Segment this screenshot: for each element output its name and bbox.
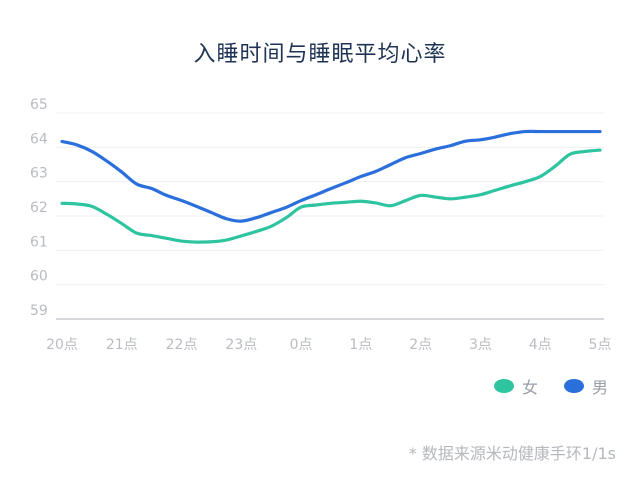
x-tick-label: 23点 xyxy=(225,337,257,353)
legend-label-male: 男 xyxy=(591,378,608,397)
legend-swatch-male xyxy=(563,379,584,393)
legend-item-female[interactable]: 女 xyxy=(493,374,538,398)
x-axis-ticks: 20点 21点 22点 23点 0点 1点 2点 3点 4点 5点 xyxy=(46,337,611,353)
legend: 女 男 xyxy=(493,374,608,398)
x-tick-label: 5点 xyxy=(589,337,612,353)
y-tick-label: 62 xyxy=(30,200,48,216)
y-tick-label: 64 xyxy=(30,131,48,147)
grid-lines xyxy=(56,112,604,320)
x-tick-label: 3点 xyxy=(469,337,492,353)
y-tick-label: 63 xyxy=(30,166,48,182)
series-line-male xyxy=(60,129,602,223)
y-axis-ticks: 65 64 63 62 61 60 59 xyxy=(30,97,48,319)
x-tick-label: 0点 xyxy=(290,337,313,353)
x-tick-label: 2点 xyxy=(409,337,432,353)
x-tick-label: 21点 xyxy=(106,337,138,353)
y-tick-label: 60 xyxy=(30,269,48,285)
y-tick-label: 65 xyxy=(30,97,48,113)
x-tick-label: 20点 xyxy=(46,337,78,353)
x-tick-label: 4点 xyxy=(529,337,552,353)
chart-title: 入睡时间与睡眠平均心率 xyxy=(193,42,447,67)
legend-label-female: 女 xyxy=(521,378,538,397)
y-tick-label: 61 xyxy=(30,234,48,250)
legend-swatch-female xyxy=(493,379,514,393)
data-source-footnote: * 数据来源米动健康手环1/1s xyxy=(408,444,616,463)
series-line-female xyxy=(60,148,602,244)
y-tick-label: 59 xyxy=(30,303,48,319)
x-tick-label: 1点 xyxy=(349,337,372,353)
x-tick-label: 22点 xyxy=(166,337,198,353)
series-lines xyxy=(60,129,602,244)
legend-item-male[interactable]: 男 xyxy=(563,374,608,398)
